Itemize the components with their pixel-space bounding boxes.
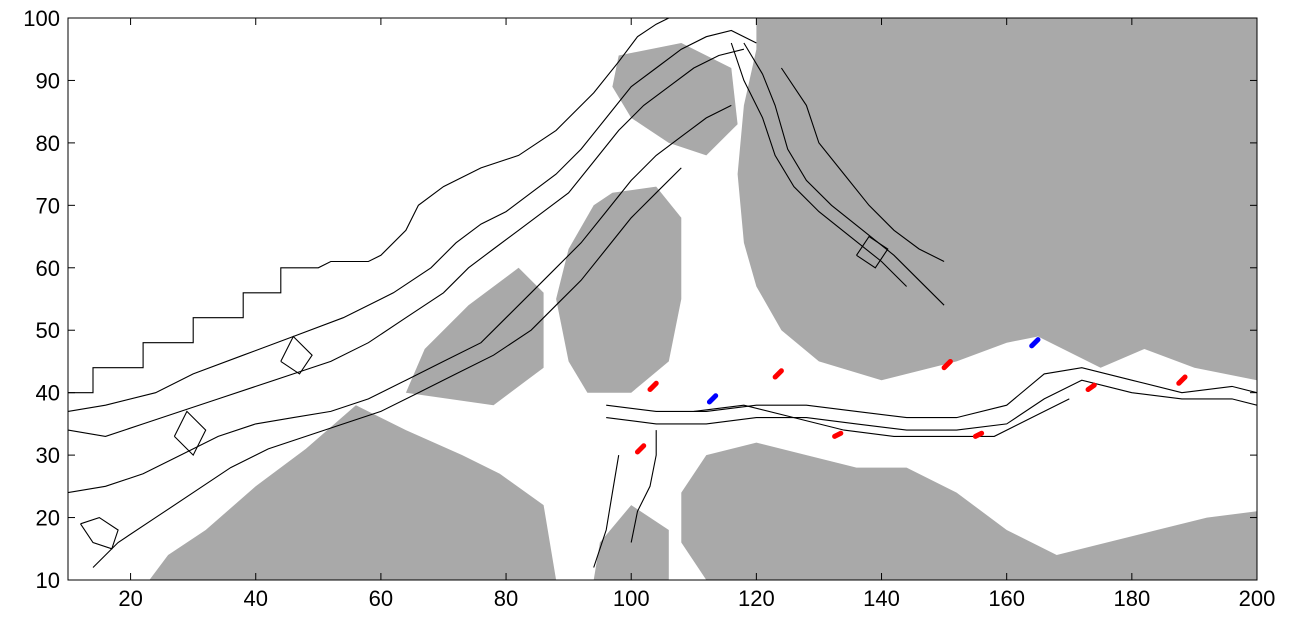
x-tick-label: 180 (1113, 586, 1150, 611)
y-tick-label: 90 (36, 68, 60, 93)
axes: 20 40 60 80 100 120 140 160 180 200 10 20 30 40 50 60 70… (23, 6, 1275, 611)
contour-line-4 (92, 167, 682, 568)
land-region-lower-right-land (681, 442, 1257, 580)
red-marker-1 (634, 443, 647, 455)
y-tick-label: 10 (36, 568, 60, 593)
y-tick-label: 30 (36, 443, 60, 468)
contour-line-9 (730, 42, 907, 287)
x-tick-label: 60 (369, 586, 393, 611)
red-marker-3 (832, 430, 844, 439)
x-tick-label: 100 (613, 586, 650, 611)
red-marker-5 (972, 430, 985, 439)
plot-area (68, 18, 1257, 580)
x-tick-label: 200 (1239, 586, 1276, 611)
contour-line-0 (68, 18, 670, 394)
contour-line-5 (606, 367, 1257, 419)
land-region-bottom-center-land (593, 505, 669, 580)
land-region-lower-left-land (149, 405, 557, 580)
contour-line-8 (743, 42, 945, 306)
x-tick-label: 140 (863, 586, 900, 611)
contour-line-10 (780, 67, 945, 262)
red-marker-2 (772, 368, 784, 380)
contour-line-2 (68, 48, 745, 437)
contour-line-15 (280, 335, 313, 375)
land-region-upper-middle-land (612, 43, 738, 156)
red-marker-7 (1176, 374, 1188, 386)
red-marker-6 (1085, 382, 1097, 393)
axes-box (67, 17, 1258, 581)
y-tick-label: 60 (36, 256, 60, 281)
red-marker-0 (647, 380, 659, 393)
y-tick-label: 80 (36, 131, 60, 156)
x-tick-label: 120 (738, 586, 775, 611)
plot-content (68, 18, 1257, 580)
x-tick-label: 80 (494, 586, 518, 611)
contour-line-3 (68, 104, 732, 494)
x-tick-label: 40 (243, 586, 267, 611)
y-tick-label: 100 (23, 6, 60, 31)
contour-line-14 (173, 410, 207, 457)
y-tick-label: 70 (36, 193, 60, 218)
red-marker-4 (941, 358, 953, 371)
y-tick-label: 40 (36, 381, 60, 406)
x-tick-label: 160 (988, 586, 1025, 611)
contour-line-16 (856, 235, 889, 269)
y-tick-label: 20 (36, 506, 60, 531)
x-tick-label: 20 (118, 586, 142, 611)
blue-marker-8 (706, 393, 719, 405)
contour-line-13 (80, 516, 119, 550)
contour-line-11 (630, 430, 657, 543)
land-region-central-land-block (556, 186, 682, 393)
contour-line-6 (606, 379, 1257, 431)
land-region-upper-right-land (737, 18, 1257, 381)
land-region-center-left-land (405, 267, 544, 406)
y-tick-label: 50 (36, 318, 60, 343)
blue-marker-9 (1029, 337, 1041, 349)
contour-line-12 (593, 455, 620, 568)
contour-line-7 (693, 398, 1070, 437)
contour-line-1 (68, 29, 757, 412)
